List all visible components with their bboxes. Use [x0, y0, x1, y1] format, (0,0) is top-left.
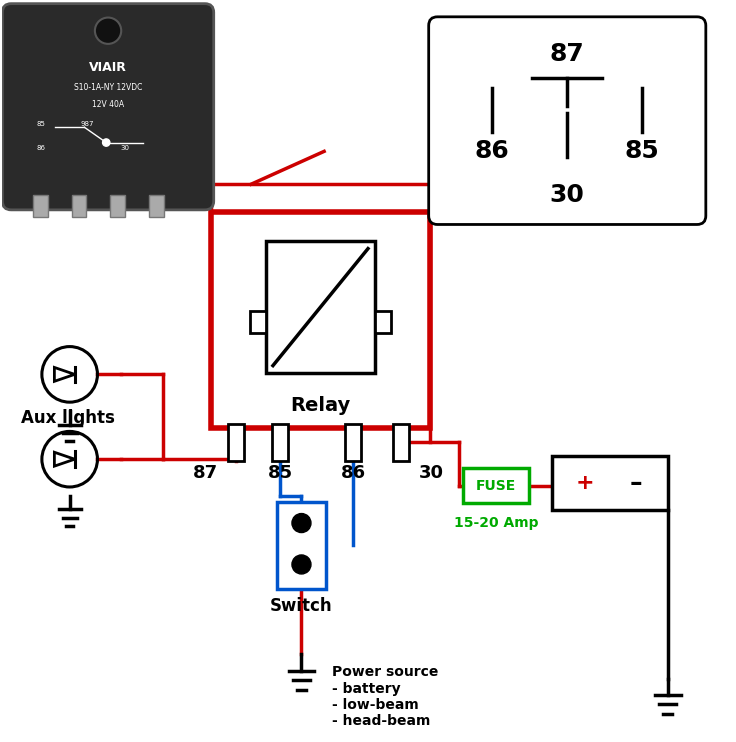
Text: Power source
- battery
- low-beam
- head-beam: Power source - battery - low-beam - head… [332, 666, 439, 728]
Text: Aux lights: Aux lights [21, 410, 115, 427]
Text: Switch: Switch [270, 597, 333, 615]
Bar [277, 502, 326, 588]
Bar [210, 212, 430, 427]
Bar [266, 241, 375, 373]
Circle shape [95, 18, 121, 44]
Bar [345, 424, 361, 461]
Bar [228, 424, 244, 461]
Bar [272, 424, 289, 461]
Text: 85: 85 [268, 464, 293, 482]
Bar [393, 424, 409, 461]
Bar [33, 195, 48, 217]
Text: FUSE: FUSE [476, 479, 516, 493]
Text: 30: 30 [550, 183, 584, 207]
Text: –: – [629, 471, 642, 495]
FancyBboxPatch shape [428, 17, 706, 225]
Text: 30: 30 [121, 145, 130, 151]
Text: 86: 86 [37, 145, 46, 151]
Text: VIAIR: VIAIR [89, 61, 127, 73]
Bar [463, 468, 529, 503]
Bar [110, 195, 125, 217]
Text: Relay: Relay [290, 395, 350, 415]
Bar [552, 456, 668, 510]
Circle shape [292, 513, 311, 533]
Text: 85: 85 [625, 139, 659, 163]
Circle shape [292, 555, 311, 574]
Text: 30: 30 [420, 464, 445, 482]
Text: 15-20 Amp: 15-20 Amp [453, 516, 538, 531]
Text: S10-1A-NY 12VDC: S10-1A-NY 12VDC [74, 83, 142, 93]
Text: 86: 86 [341, 464, 366, 482]
Bar [149, 195, 164, 217]
Circle shape [102, 139, 110, 146]
Text: 987: 987 [81, 120, 94, 127]
Text: 85: 85 [37, 120, 46, 127]
Bar [250, 312, 266, 333]
FancyBboxPatch shape [2, 4, 213, 210]
Bar [71, 195, 86, 217]
Text: +: + [576, 473, 594, 493]
Text: 12V 40A: 12V 40A [92, 100, 124, 109]
Text: 86: 86 [475, 139, 510, 163]
Bar [375, 312, 392, 333]
Text: 87: 87 [550, 42, 584, 66]
Text: 87: 87 [193, 464, 218, 482]
